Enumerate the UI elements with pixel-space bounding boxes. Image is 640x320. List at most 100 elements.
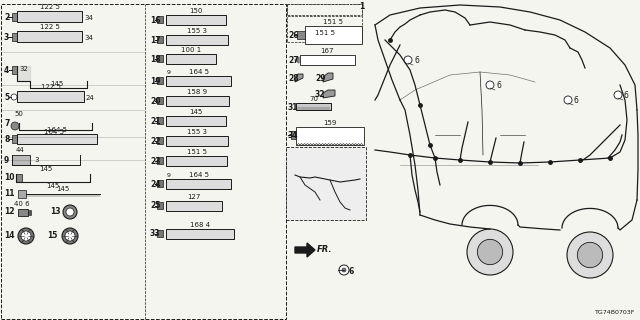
Text: 151 5: 151 5 — [323, 19, 343, 25]
Bar — [157, 77, 163, 84]
Circle shape — [404, 56, 412, 64]
Text: 70: 70 — [310, 96, 319, 102]
Text: 6: 6 — [414, 55, 419, 65]
Text: 6: 6 — [496, 81, 501, 90]
Text: 24: 24 — [86, 95, 95, 101]
Text: 145: 145 — [40, 166, 52, 172]
Bar — [17, 31, 82, 42]
Bar — [291, 131, 296, 139]
Text: 164 5: 164 5 — [44, 129, 64, 135]
Text: 22: 22 — [150, 137, 161, 146]
Text: 122 5: 122 5 — [40, 4, 60, 10]
Text: 34: 34 — [84, 15, 93, 21]
Text: 44: 44 — [15, 147, 24, 153]
Polygon shape — [295, 57, 299, 63]
Bar — [17, 134, 97, 144]
Bar — [297, 31, 305, 39]
Bar — [166, 229, 234, 239]
Text: 5: 5 — [4, 92, 9, 101]
Text: 3: 3 — [34, 157, 38, 163]
Bar — [166, 76, 231, 86]
Bar — [166, 35, 228, 45]
Text: 127: 127 — [188, 194, 201, 200]
Text: 12: 12 — [4, 207, 15, 217]
Polygon shape — [295, 74, 303, 82]
Bar — [12, 155, 30, 165]
Text: 10: 10 — [4, 172, 15, 181]
Text: 158 9: 158 9 — [188, 89, 207, 95]
Bar — [296, 127, 364, 145]
Text: 3: 3 — [4, 33, 9, 42]
Bar — [157, 230, 163, 237]
Text: 159: 159 — [323, 120, 337, 126]
Circle shape — [467, 229, 513, 275]
Bar — [287, 16, 362, 42]
Bar — [12, 135, 17, 143]
Bar — [17, 11, 82, 22]
Bar — [300, 55, 355, 65]
Text: 32: 32 — [315, 90, 326, 99]
Text: 7: 7 — [4, 118, 10, 127]
Bar — [157, 137, 163, 144]
Circle shape — [564, 96, 572, 104]
Text: 31: 31 — [288, 102, 298, 111]
Text: 21: 21 — [150, 116, 161, 125]
Text: 20: 20 — [150, 97, 161, 106]
Text: 145: 145 — [189, 109, 203, 115]
Bar — [166, 201, 222, 211]
Text: 151 5: 151 5 — [186, 149, 207, 155]
Text: 17: 17 — [150, 36, 161, 44]
Text: 9: 9 — [4, 156, 9, 164]
Text: 40 6: 40 6 — [14, 201, 30, 207]
Text: 50: 50 — [14, 111, 23, 117]
Bar — [166, 136, 228, 146]
Bar — [286, 147, 366, 220]
Text: 9: 9 — [167, 173, 171, 178]
Bar — [28, 210, 31, 215]
Polygon shape — [323, 90, 335, 98]
Circle shape — [63, 205, 77, 219]
Text: 34: 34 — [84, 35, 93, 41]
Circle shape — [21, 231, 31, 241]
Text: 18: 18 — [150, 54, 161, 63]
Text: 25: 25 — [150, 202, 161, 211]
Text: 11: 11 — [4, 189, 15, 198]
Text: 4: 4 — [4, 66, 9, 75]
Circle shape — [66, 208, 74, 216]
Bar — [166, 15, 226, 25]
Bar — [166, 179, 231, 189]
Bar — [157, 117, 163, 124]
Text: 145: 145 — [56, 186, 70, 192]
Circle shape — [62, 228, 78, 244]
Text: 1: 1 — [360, 2, 365, 11]
Text: 14: 14 — [4, 231, 15, 241]
Text: 145: 145 — [51, 81, 63, 87]
Text: 16: 16 — [150, 15, 161, 25]
Text: 150: 150 — [189, 8, 203, 14]
Text: 15: 15 — [47, 231, 58, 241]
Text: 29: 29 — [315, 74, 326, 83]
Text: 28: 28 — [288, 74, 299, 83]
Polygon shape — [323, 73, 333, 82]
Bar — [18, 190, 26, 198]
Text: 23: 23 — [150, 156, 161, 165]
Bar — [12, 13, 17, 21]
Bar — [18, 209, 28, 216]
Circle shape — [11, 94, 17, 100]
Bar — [12, 33, 17, 41]
Text: 13: 13 — [50, 207, 61, 217]
Bar — [157, 36, 163, 43]
Text: 34: 34 — [288, 131, 298, 140]
Circle shape — [18, 228, 34, 244]
Text: 164 5: 164 5 — [47, 127, 67, 133]
Polygon shape — [295, 243, 315, 257]
Text: 19: 19 — [150, 76, 161, 85]
Text: 155 3: 155 3 — [187, 129, 207, 135]
Text: 6: 6 — [624, 91, 629, 100]
Bar — [157, 16, 163, 23]
Text: 167: 167 — [320, 48, 333, 54]
Text: 164 5: 164 5 — [189, 69, 209, 75]
Text: 145: 145 — [46, 183, 60, 189]
Text: 9: 9 — [167, 70, 171, 75]
Text: 155 3: 155 3 — [187, 28, 207, 34]
